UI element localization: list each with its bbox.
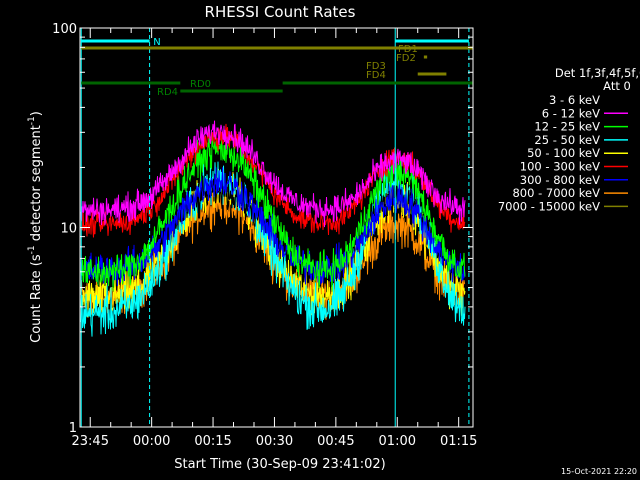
- legend-label: 7000 - 15000 keV: [498, 199, 600, 213]
- legend-label: 25 - 50 keV: [534, 133, 600, 147]
- flag-label: FD1: [398, 44, 418, 55]
- x-tick-label: 00:30: [256, 434, 293, 449]
- axes-layer: 1 10 100 23:45 00:00 00:15 00:30 00:45 01:00 01:1…: [52, 22, 477, 449]
- chart-title: RHESSI Count Rates: [205, 3, 356, 21]
- x-tick-label: 00:15: [194, 434, 231, 449]
- x-axis-label: Start Time (30-Sep-09 23:41:02): [174, 457, 385, 472]
- x-tick-label: 00:00: [133, 434, 170, 449]
- legend-label: 100 - 300 keV: [520, 160, 600, 174]
- flag-label: RD0: [190, 79, 211, 90]
- y-axis-label: Count Rate (s-1 detector segment-1): [27, 111, 44, 343]
- flag-label: FD4: [366, 70, 386, 81]
- legend-label: 12 - 25 keV: [534, 120, 600, 134]
- flag-label: N: [153, 37, 160, 48]
- y-tick-label: 1: [69, 421, 77, 436]
- y-tick-label: 100: [52, 22, 77, 37]
- x-tick-label: 01:15: [440, 434, 477, 449]
- legend-header-line2: Att 0: [603, 79, 631, 93]
- legend-label: 3 - 6 keV: [549, 93, 600, 107]
- series-line: [80, 120, 466, 228]
- x-tick-label: 23:45: [72, 434, 109, 449]
- legend-label: 300 - 800 keV: [520, 173, 600, 187]
- flag-label: RD4: [157, 87, 178, 98]
- x-tick-label: 00:45: [317, 434, 354, 449]
- y-tick-label: 10: [60, 222, 77, 237]
- x-tick-label: 01:00: [379, 434, 416, 449]
- legend-label: 6 - 12 keV: [542, 106, 600, 120]
- legend-label: 50 - 100 keV: [527, 146, 600, 160]
- timestamp: 15-Oct-2021 22:20: [561, 467, 637, 476]
- legend-header-line1: Det 1f,3f,4f,5f,6f,9f,: [555, 66, 640, 80]
- legend-label: 800 - 7000 keV: [512, 186, 600, 200]
- flag-label: FD3: [366, 61, 386, 72]
- flag-label: FD2: [396, 53, 416, 64]
